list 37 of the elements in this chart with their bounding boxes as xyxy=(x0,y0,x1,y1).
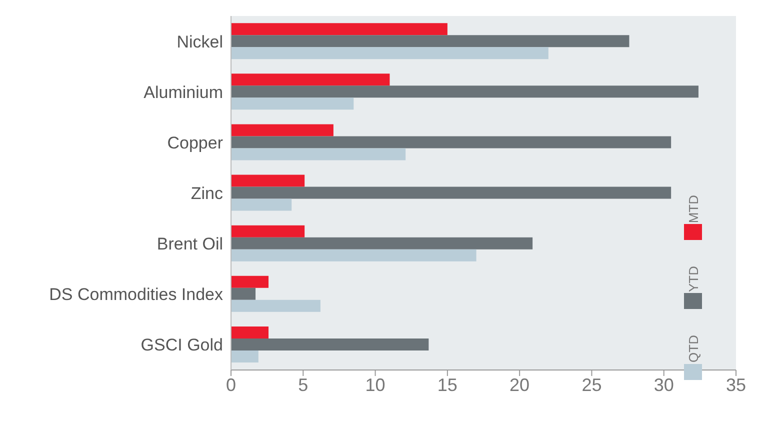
bar xyxy=(231,276,269,288)
bar xyxy=(231,174,305,187)
x-tick-label: 5 xyxy=(298,374,308,395)
bar xyxy=(231,124,334,136)
x-tick-label: 35 xyxy=(726,374,746,395)
y-tick-label: DS Commodities Index xyxy=(49,285,224,304)
bar xyxy=(231,300,320,312)
bar xyxy=(231,148,406,160)
legend-box: MTD YTD QTD xyxy=(684,195,702,380)
y-tick-label: Brent Oil xyxy=(156,234,223,254)
bar xyxy=(231,186,672,199)
bar xyxy=(231,136,672,148)
bar xyxy=(231,350,258,363)
y-tick-label: Copper xyxy=(167,133,224,152)
bar xyxy=(231,225,305,238)
x-tick-label: 30 xyxy=(654,374,674,395)
bar xyxy=(231,338,429,351)
bar xyxy=(231,249,476,262)
bar xyxy=(231,47,548,60)
x-tick-label: 25 xyxy=(582,374,602,395)
bar xyxy=(231,98,354,110)
bar xyxy=(231,198,292,211)
x-tick-label: 15 xyxy=(437,374,458,395)
bar xyxy=(231,35,630,48)
x-tick-label: 0 xyxy=(226,374,236,395)
bar xyxy=(231,326,269,339)
bar xyxy=(231,23,448,36)
y-tick-label: GSCI Gold xyxy=(140,336,223,355)
y-tick-label: Aluminium xyxy=(144,82,223,102)
x-tick-label: 20 xyxy=(510,374,530,395)
x-tick-label: 10 xyxy=(365,374,386,395)
bar xyxy=(231,237,533,250)
y-tick-label: Nickel xyxy=(176,32,223,52)
bar xyxy=(231,288,256,300)
bar xyxy=(231,86,698,98)
y-tick-label: Zinc xyxy=(190,184,224,204)
bar xyxy=(231,74,390,86)
